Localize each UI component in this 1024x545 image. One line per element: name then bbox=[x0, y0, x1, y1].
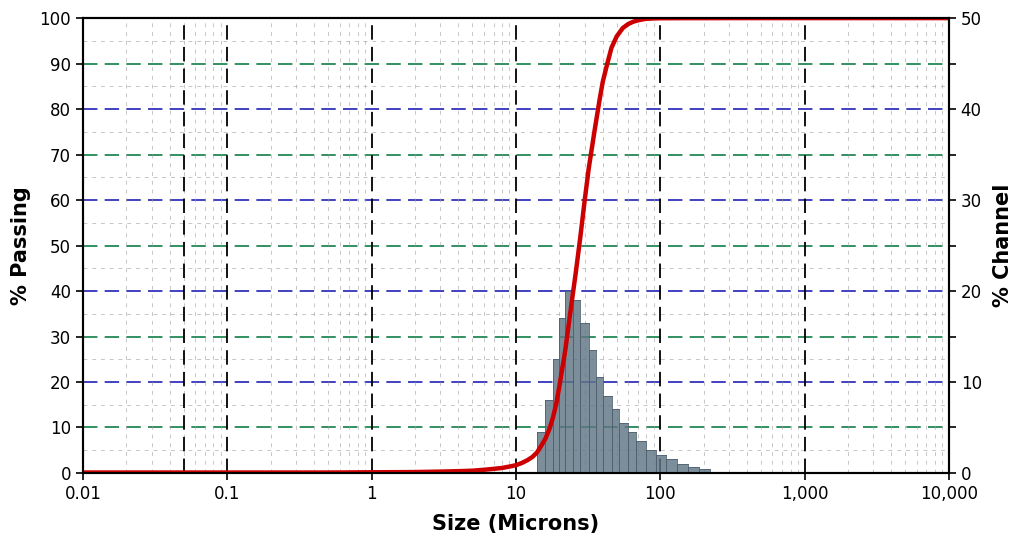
Y-axis label: % Passing: % Passing bbox=[11, 186, 31, 305]
Y-axis label: % Channel: % Channel bbox=[993, 184, 1013, 307]
X-axis label: Size (Microns): Size (Microns) bbox=[432, 514, 599, 534]
